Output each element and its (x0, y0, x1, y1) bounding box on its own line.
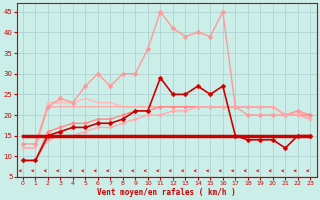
X-axis label: Vent moyen/en rafales ( km/h ): Vent moyen/en rafales ( km/h ) (97, 188, 236, 197)
